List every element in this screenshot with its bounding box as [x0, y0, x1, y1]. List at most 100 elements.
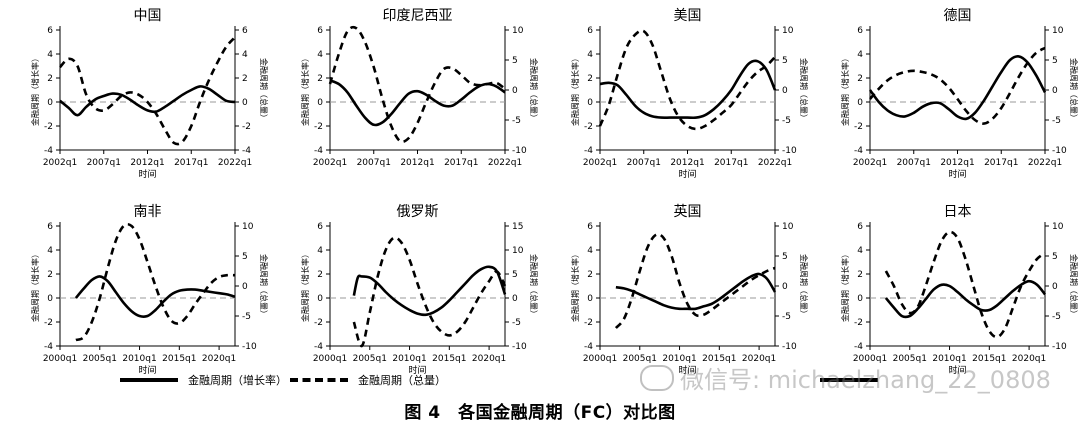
y-tick-label-right: 0 [782, 86, 788, 96]
x-tick-label: 2015q1 [702, 354, 736, 364]
x-tick-label: 2012q1 [940, 158, 974, 168]
series-line-total [884, 230, 1046, 339]
y-tick-label-right: -2 [242, 122, 251, 132]
x-tick-label: 2022q1 [1028, 158, 1062, 168]
y-tick-label-left: 4 [857, 50, 863, 60]
y-tick-label-left: -2 [584, 122, 593, 132]
y-tick-label-left: 6 [47, 26, 53, 36]
series-line-growth [329, 79, 506, 127]
y-tick-label-left: -2 [44, 318, 53, 328]
x-tick-label: 2015q1 [162, 354, 196, 364]
y-tick-label-right: 10 [1052, 26, 1064, 36]
x-tick-label: 2022q1 [758, 158, 792, 168]
y-tick-label-left: -4 [314, 342, 323, 352]
legend-item-growth-repeat [820, 370, 888, 390]
y-tick-label-left: 0 [587, 98, 593, 108]
series-line-total [614, 233, 776, 329]
x-axis-title: 时间 [678, 168, 696, 180]
x-tick-label: 2002q1 [583, 158, 617, 168]
chart-panel: 南非 -4 -2 0 2 4 6 -10 -5 0 5 10 2000q1 2005q1 2010q1 201… [10, 196, 280, 392]
x-tick-label: 2007q1 [897, 158, 931, 168]
y-tick-label-right: 5 [242, 252, 248, 262]
y-tick-label-left: 4 [47, 246, 53, 256]
y-tick-label-left: 4 [317, 50, 323, 60]
y-tick-label-left: 2 [587, 74, 593, 84]
x-tick-label: 2005q1 [83, 354, 117, 364]
y-axis-title-left: 金融周期（增长率） [300, 250, 310, 322]
y-tick-label-right: 0 [1052, 282, 1058, 292]
x-tick-label: 2020q1 [742, 354, 776, 364]
y-tick-label-right: -10 [1052, 342, 1067, 352]
x-tick-label: 2012q1 [400, 158, 434, 168]
x-tick-label: 2010q1 [122, 354, 156, 364]
y-tick-label-left: 4 [857, 246, 863, 256]
panel-title: 德国 [944, 8, 972, 24]
chart-panel: 美国 -4 -2 0 2 4 6 -10 -5 0 5 10 2002q1 2007q1 2012q1 201… [550, 0, 820, 196]
y-tick-label-right: 15 [512, 222, 523, 232]
y-tick-label-left: -2 [314, 122, 323, 132]
y-tick-label-right: 5 [512, 270, 518, 280]
legend-label-growth: 金融周期（增长率） [188, 374, 287, 387]
chart-panel: 英国 -4 -2 0 2 4 6 -10 -5 0 5 10 2000q1 2005q1 2010q1 201… [550, 196, 820, 392]
legend-item-total: 金融周期（总量） [290, 370, 446, 390]
y-tick-label-right: -5 [512, 116, 521, 126]
y-tick-label-left: -4 [44, 146, 53, 156]
y-tick-label-right: 10 [782, 222, 794, 232]
x-tick-label: 2012q1 [130, 158, 164, 168]
y-tick-label-left: 4 [47, 50, 53, 60]
y-axis-title-right: 金融周期（总量） [529, 254, 539, 318]
x-tick-label: 2017q1 [444, 158, 478, 168]
y-axis-title-right: 金融周期（总量） [799, 58, 809, 122]
y-axis-title-right: 金融周期（总量） [259, 58, 269, 122]
chart-panel: 日本 -4 -2 0 2 4 6 -10 -5 0 5 10 2000q1 2005q1 2010q1 201… [820, 196, 1080, 392]
x-tick-label: 2020q1 [202, 354, 236, 364]
y-tick-label-left: -4 [314, 146, 323, 156]
x-axis-title: 时间 [678, 364, 696, 376]
series-line-growth [884, 279, 1047, 319]
x-axis-title: 时间 [948, 168, 966, 180]
series-line-growth [74, 275, 236, 318]
y-tick-label-right: -5 [1052, 116, 1061, 126]
y-tick-label-left: 0 [317, 294, 323, 304]
y-tick-label-left: -4 [854, 342, 863, 352]
y-axis-title-left: 金融周期（增长率） [840, 250, 850, 322]
x-tick-label: 2020q1 [1012, 354, 1046, 364]
series-line-total [59, 36, 236, 146]
chart-svg: 日本 -4 -2 0 2 4 6 -10 -5 0 5 10 2000q1 2005q1 2010q1 201… [840, 204, 1079, 376]
y-tick-label-left: 2 [317, 270, 323, 280]
series-line-growth [59, 85, 236, 117]
x-tick-label: 2005q1 [353, 354, 387, 364]
y-tick-label-right: 0 [1052, 86, 1058, 96]
y-tick-label-left: 2 [857, 74, 863, 84]
legend-solid-line-icon [120, 378, 178, 382]
y-tick-label-left: 6 [857, 26, 863, 36]
x-tick-label: 2010q1 [932, 354, 966, 364]
y-tick-label-left: 2 [857, 270, 863, 280]
y-tick-label-left: 2 [47, 74, 53, 84]
y-axis-title-left: 金融周期（增长率） [570, 54, 580, 126]
y-tick-label-left: -2 [854, 318, 863, 328]
y-axis-title-left: 金融周期（增长率） [30, 250, 40, 322]
series-line-growth [599, 59, 777, 120]
panel-title: 南非 [134, 204, 162, 220]
wechat-icon [640, 364, 674, 391]
y-tick-label-right: 0 [242, 282, 248, 292]
x-axis-title: 时间 [948, 364, 966, 376]
legend-solid-line-icon [820, 378, 878, 382]
x-tick-label: 2002q1 [853, 158, 887, 168]
x-tick-label: 2000q1 [43, 354, 77, 364]
x-tick-label: 2012q1 [670, 158, 704, 168]
y-tick-label-left: -2 [584, 318, 593, 328]
y-tick-label-right: 5 [782, 56, 788, 66]
x-tick-label: 2010q1 [662, 354, 696, 364]
chart-svg: 印度尼西亚 -4 -2 0 2 4 6 -10 -5 0 5 10 2002q1 2007q1 2012q1… [300, 8, 539, 168]
y-tick-label-left: -4 [854, 146, 863, 156]
y-axis-title-right: 金融周期（总量） [1069, 58, 1079, 122]
y-tick-label-right: -10 [782, 146, 797, 156]
y-tick-label-right: 0 [512, 86, 518, 96]
y-tick-label-left: 6 [47, 222, 53, 232]
y-axis-title-left: 金融周期（增长率） [570, 250, 580, 322]
y-tick-label-left: -4 [584, 146, 593, 156]
x-tick-label: 2015q1 [432, 354, 466, 364]
